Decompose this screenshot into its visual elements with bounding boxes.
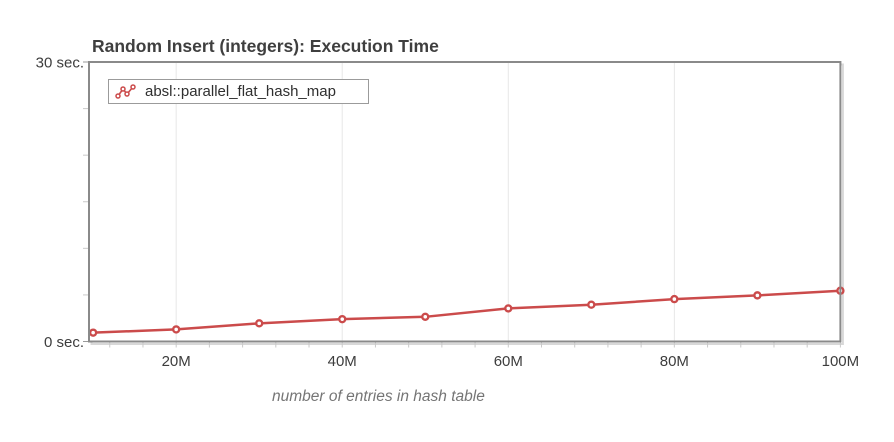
data-point xyxy=(88,328,98,337)
data-point xyxy=(421,312,430,322)
data-point xyxy=(255,319,264,328)
y-tick-label: 30 sec. xyxy=(36,55,84,72)
data-point xyxy=(753,291,762,300)
data-point xyxy=(587,300,596,309)
data-point xyxy=(504,304,513,313)
chart-title: Random Insert (integers): Execution Time xyxy=(92,36,439,56)
data-point xyxy=(670,294,679,304)
plot-border xyxy=(88,61,842,343)
y-tick-label: 0 sec. xyxy=(44,334,84,351)
x-tick-label: 40M xyxy=(328,353,357,370)
plot-background xyxy=(89,62,841,342)
legend: absl::parallel_flat_hash_map xyxy=(108,79,369,104)
series-line xyxy=(93,289,841,334)
x-tick-label: 100M xyxy=(822,353,860,370)
data-point xyxy=(171,325,181,334)
x-tick-label: 60M xyxy=(494,353,523,370)
legend-label: absl::parallel_flat_hash_map xyxy=(145,83,336,100)
line-series-icon xyxy=(115,83,136,99)
data-point xyxy=(338,314,347,324)
x-axis-title: number of entries in hash table xyxy=(272,388,485,405)
x-tick-label: 80M xyxy=(660,353,689,370)
x-tick-label: 20M xyxy=(162,353,191,370)
